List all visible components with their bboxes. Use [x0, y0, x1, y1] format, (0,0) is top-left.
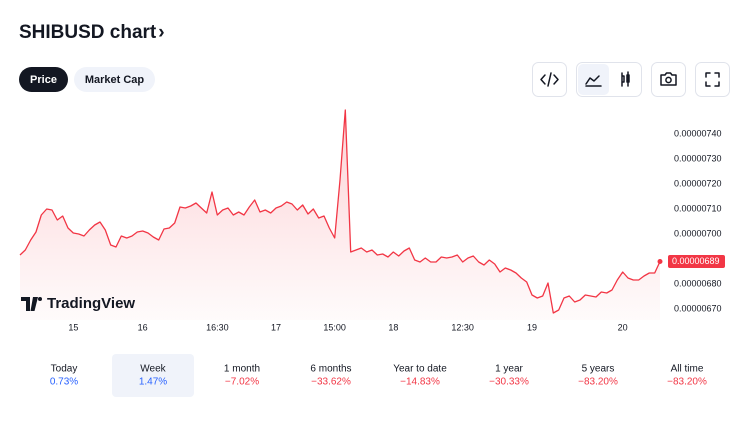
- fullscreen-icon: [705, 72, 720, 87]
- period-change: −83.20%: [667, 377, 707, 388]
- title[interactable]: SHIBUSD chart ›: [19, 22, 165, 43]
- last-value-label: 0.00000689: [672, 256, 720, 266]
- y-tick-label: 0.00000730: [674, 153, 722, 163]
- price-line: [19, 109, 661, 314]
- period-change: −33.62%: [311, 377, 351, 388]
- brand-name: TradingView: [47, 295, 135, 312]
- x-tick-label: 16:30: [206, 322, 229, 332]
- snapshot-button[interactable]: [651, 62, 686, 97]
- y-tick-label: 0.00000740: [674, 128, 722, 138]
- x-tick-label: 19: [527, 322, 537, 332]
- x-tick-label: 16: [138, 322, 148, 332]
- x-tick-label: 20: [618, 322, 628, 332]
- period-label[interactable]: 5 years: [582, 364, 615, 375]
- last-point: [657, 259, 663, 264]
- y-tick-label: 0.00000710: [674, 203, 722, 213]
- line-icon: [585, 75, 602, 87]
- period-highlight: [112, 354, 194, 397]
- y-tick-label: 0.00000700: [674, 228, 722, 238]
- x-tick-label: 17: [271, 322, 281, 332]
- candles-button[interactable]: [621, 71, 630, 87]
- period-label[interactable]: All time: [671, 364, 704, 375]
- fullscreen-button[interactable]: [695, 62, 730, 97]
- period-change: 0.73%: [50, 377, 78, 388]
- period-label[interactable]: 1 year: [495, 364, 523, 375]
- camera-icon: [660, 72, 677, 86]
- y-tick-label: 0.00000680: [674, 278, 722, 288]
- period-change: −7.02%: [225, 377, 259, 388]
- y-tick-label: 0.00000670: [674, 303, 722, 313]
- embed-icon: [540, 72, 559, 87]
- period-label[interactable]: 6 months: [310, 364, 351, 375]
- period-change: −30.33%: [489, 377, 529, 388]
- period-label[interactable]: Year to date: [393, 364, 447, 375]
- brand-logo: [21, 297, 38, 311]
- camera-lens: [665, 76, 672, 84]
- period-change: 1.47%: [139, 377, 167, 388]
- line-style-button[interactable]: [578, 64, 609, 95]
- tab-price[interactable]: [19, 67, 68, 92]
- period-label[interactable]: Today: [51, 364, 78, 375]
- period-label[interactable]: Week: [140, 364, 166, 375]
- area-fill: [20, 110, 660, 320]
- tab-label: Price: [30, 74, 57, 86]
- x-tick-label: 18: [388, 322, 398, 332]
- x-tick-label: 15:00: [323, 322, 346, 332]
- tab-market-cap[interactable]: [74, 67, 155, 92]
- brand-dot: [38, 297, 42, 301]
- period-change: −14.83%: [400, 377, 440, 388]
- x-tick-label: 12:30: [451, 322, 474, 332]
- period-label[interactable]: 1 month: [224, 364, 260, 375]
- title-chevron: ›: [158, 22, 164, 43]
- last-value-tag: [668, 255, 725, 268]
- tab-label: Market Cap: [85, 74, 145, 86]
- period-change: −83.20%: [578, 377, 618, 388]
- plot: 0.000006700.000006800.000006900.00000700…: [19, 109, 725, 332]
- x-tick-label: 15: [68, 322, 78, 332]
- title-text: SHIBUSD chart: [19, 22, 157, 43]
- y-tick-label: 0.00000720: [674, 178, 722, 188]
- periods: Today 0.73% Week 1.47% 1 month −7.02% 6 months…: [50, 364, 707, 388]
